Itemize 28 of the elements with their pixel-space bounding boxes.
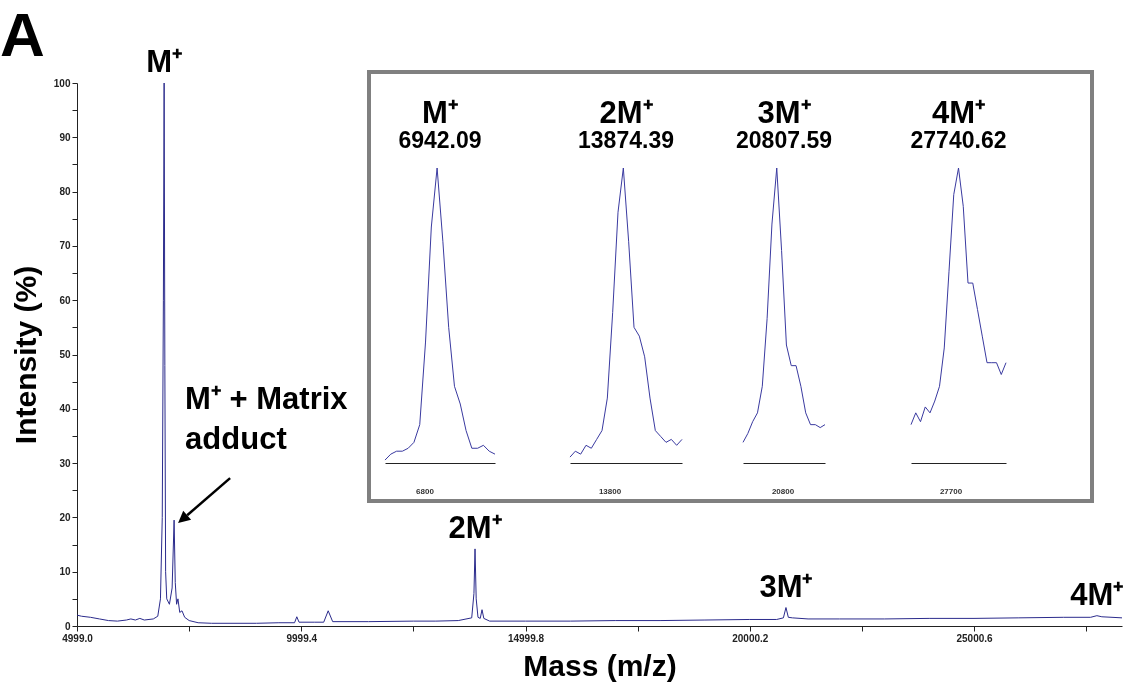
annotation: M⁺ + Matrix adduct [185,381,349,457]
annotation: M⁺ [146,44,183,79]
y-tick-label: 20 [59,511,71,523]
x-tick-label: 20000.2 [732,632,769,644]
y-tick-label: 70 [59,240,71,252]
y-axis-title: Intensity (%) [8,265,42,445]
x-tick-label: 14999.8 [507,632,545,644]
x-tick-label: 25000.6 [956,632,994,644]
y-tick-label: 100 [53,77,71,89]
x-axis-title: Mass (m/z) [523,648,677,682]
x-tick-label: 4999.0 [62,632,94,644]
y-tick-label: 10 [59,566,71,578]
y-tick-label: 40 [59,403,71,415]
annotation: 13800 [598,487,622,496]
y-tick-label: 0 [64,620,71,632]
y-tick-label: 60 [59,294,71,306]
chart-title: A [0,0,45,69]
y-tick-label: 50 [59,349,71,360]
annotation: 4M⁺ [1070,576,1124,612]
annotation: 6800 [416,487,434,496]
annotation: 3M⁺ [759,568,813,604]
annotation: 27700 [939,487,963,496]
x-tick-label: 9999.4 [286,632,318,644]
annotation: 2M⁺ [448,509,502,545]
y-tick-label: 90 [59,131,71,143]
y-tick-label: 80 [59,186,71,198]
y-tick-label: 30 [59,457,71,469]
annotation: 20800 [771,487,795,496]
